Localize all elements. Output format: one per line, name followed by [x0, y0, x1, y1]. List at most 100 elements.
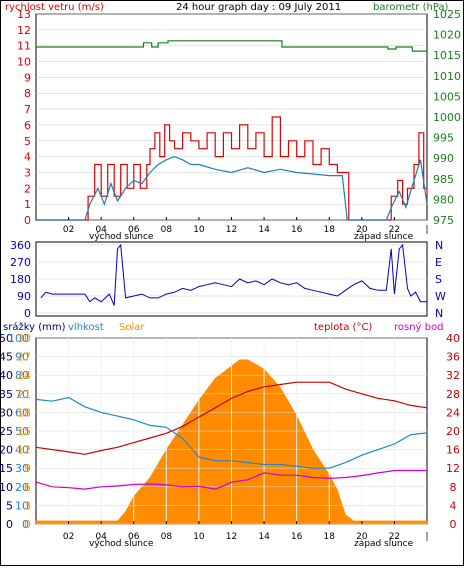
solar-tick-label: 24: [17, 369, 31, 382]
wind-gust-line: [36, 116, 428, 221]
solar-tick-label: 30: [17, 332, 31, 345]
temperature-tick-label: 12: [446, 462, 460, 475]
hour-tick-label: 04: [95, 225, 107, 235]
hour-tick-label: 20: [356, 225, 368, 235]
hour-tick-label: 10: [193, 225, 205, 235]
wind-pressure-panel: rychlost vetru (m/s) 24 hour graph day :…: [5, 2, 461, 242]
hour-tick-label: 08: [161, 225, 173, 235]
top-sunrise-label: východ slunce: [89, 232, 154, 242]
pressure-axis-label: barometr (hPa): [373, 2, 449, 13]
top-hour-ticks: 02 04 06 08 10 12 14 16 18 20 22 |: [63, 217, 429, 235]
pressure-tick-label: 1010: [433, 70, 461, 83]
direction-degree-label: 90: [17, 290, 31, 303]
hour-tick-label: 18: [324, 532, 336, 542]
mid-series: [40, 243, 427, 306]
hour-tick-label: 18: [324, 225, 336, 235]
wind-speed-tick-label: 10: [17, 56, 31, 69]
hour-tick-label: 14: [258, 225, 270, 235]
temperature-tick-label: 0: [450, 518, 457, 531]
humidity-tick-label: 50: [15, 425, 29, 438]
direction-degree-label: 270: [10, 256, 31, 269]
wind-speed-tick-label: 0: [24, 214, 31, 227]
rain-tick-label: 35: [1, 388, 13, 401]
bottom-sunset-label: západ slunce: [354, 539, 414, 549]
solar-tick-label: 0: [24, 518, 31, 531]
hour-tick-label: 08: [161, 532, 173, 542]
dewpoint-axis-label: rosný bod: [394, 321, 443, 333]
rain-tick-label: 50: [1, 332, 13, 345]
solar-tick-label: 15: [17, 425, 31, 438]
direction-degree-label: 0: [24, 307, 31, 320]
temperature-tick-label: 28: [446, 388, 460, 401]
wind-speed-tick-label: 1: [24, 198, 31, 211]
wind-direction-line: [40, 243, 427, 306]
hour-tick-label: 16: [291, 225, 303, 235]
hour-tick-label: 12: [226, 532, 237, 542]
bottom-lines: [35, 381, 428, 490]
direction-compass-label: W: [435, 290, 446, 303]
temperature-tick-label: 40: [446, 332, 460, 345]
pressure-tick-label: 995: [433, 132, 454, 145]
hour-tick-label: 10: [193, 532, 205, 542]
direction-compass-label: N: [435, 307, 443, 320]
pressure-tick-label: 1000: [433, 111, 461, 124]
temperature-tick-label: 8: [450, 481, 457, 494]
temperature-tick-label: 4: [450, 499, 457, 512]
rain-tick-label: 45: [1, 351, 13, 364]
rain-axis-label: srážky (mm): [3, 321, 66, 333]
wind-speed-tick-label: 6: [24, 119, 31, 132]
temperature-humidity-panel: srážky (mm) vlhkost Solar teplota (°C) r…: [0, 321, 460, 549]
wind-speed-tick-label: 2: [24, 182, 31, 195]
rain-tick-label: 30: [1, 406, 13, 419]
bottom-hour-ticks: 02 04 06 08 10 12 14 16 18 20 22 |: [63, 521, 429, 542]
humidity-tick-label: 10: [15, 499, 29, 512]
solar-tick-label: 21: [17, 388, 31, 401]
bottom-sunrise-label: východ slunce: [89, 539, 154, 549]
direction-degree-ticks: 0 90 180 270 360: [10, 239, 31, 320]
hour-tick-label: 02: [63, 532, 74, 542]
mid-gridlines: [36, 244, 427, 314]
wind-speed-tick-label: 13: [17, 8, 31, 21]
humidity-tick-label: 40: [15, 444, 29, 457]
wind-speed-tick-label: 11: [17, 40, 31, 53]
chart-title: 24 hour graph day : 09 July 2011: [176, 2, 341, 13]
humidity-tick-label: 30: [15, 462, 29, 475]
wind-speed-tick-label: 4: [24, 151, 31, 164]
wind-average-line: [36, 155, 428, 221]
solar-tick-label: 3: [24, 499, 31, 512]
rain-tick-label: 0: [6, 518, 13, 531]
wind-speed-tick-label: 8: [24, 87, 31, 100]
temperature-axis-label: teplota (°C): [314, 322, 372, 333]
temperature-ticks: 0 4 8 12 16 20 24 28 32 36 40: [446, 332, 460, 531]
humidity-tick-label: 80: [15, 369, 29, 382]
wind-speed-axis-label: rychlost vetru (m/s): [5, 2, 104, 13]
pressure-tick-label: 1005: [433, 90, 461, 103]
temperature-tick-label: 32: [446, 369, 460, 382]
humidity-tick-label: 20: [15, 481, 29, 494]
solar-tick-label: 12: [17, 444, 31, 457]
pressure-tick-label: 1015: [433, 49, 461, 62]
solar-tick-label: 27: [17, 351, 31, 364]
solar-tick-label: 9: [24, 462, 31, 475]
wind-speed-tick-label: 12: [17, 24, 31, 37]
hour-tick-label: 22: [389, 225, 400, 235]
solar-axis-label: Solar: [119, 322, 145, 333]
humidity-tick-label: 60: [15, 406, 29, 419]
hour-tick-label: 06: [128, 225, 140, 235]
top-sunset-label: západ slunce: [354, 232, 414, 242]
pressure-tick-label: 990: [433, 152, 454, 165]
direction-degree-label: 180: [10, 273, 31, 286]
humidity-tick-label: 70: [15, 388, 29, 401]
direction-degree-label: 360: [10, 239, 31, 252]
wind-speed-tick-label: 5: [24, 135, 31, 148]
direction-compass-label: S: [435, 273, 442, 286]
hour-tick-label: 04: [95, 532, 107, 542]
direction-compass-label: E: [435, 256, 442, 269]
hour-end-mark: |: [425, 532, 428, 542]
humidity-axis-label: vlhkost: [68, 322, 104, 333]
